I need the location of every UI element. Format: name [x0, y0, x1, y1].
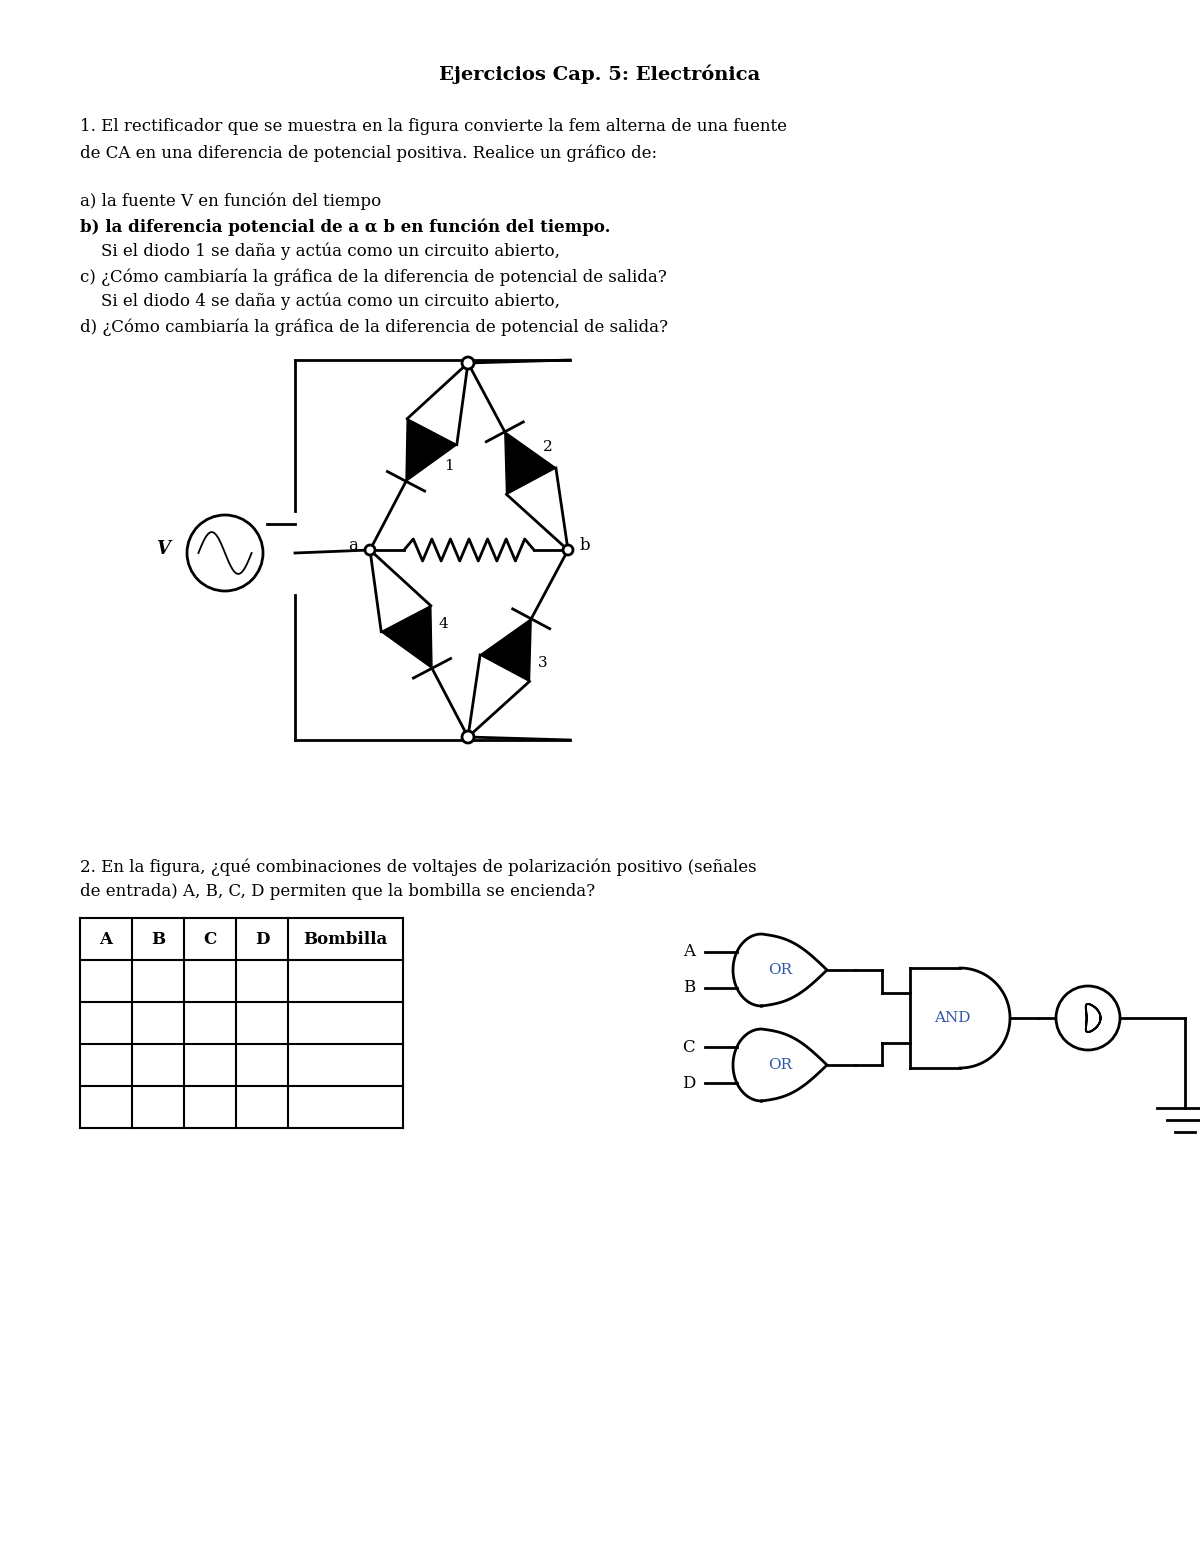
- Text: C: C: [203, 930, 217, 947]
- Polygon shape: [382, 606, 432, 668]
- Circle shape: [563, 545, 574, 554]
- Text: A: A: [100, 930, 113, 947]
- Text: a) la fuente V en función del tiempo: a) la fuente V en función del tiempo: [80, 193, 382, 211]
- Polygon shape: [733, 933, 827, 1006]
- Text: 1: 1: [444, 458, 454, 472]
- Text: 3: 3: [538, 655, 547, 669]
- Text: Ejercicios Cap. 5: Electrónica: Ejercicios Cap. 5: Electrónica: [439, 65, 761, 84]
- Text: B: B: [683, 980, 695, 997]
- Circle shape: [462, 357, 474, 370]
- Text: OR: OR: [768, 963, 792, 977]
- Text: b: b: [580, 537, 590, 554]
- Text: Si el diodo 1 se daña y actúa como un circuito abierto,: Si el diodo 1 se daña y actúa como un ci…: [80, 242, 560, 261]
- Circle shape: [462, 731, 474, 742]
- Text: D: D: [682, 1075, 695, 1092]
- Text: A: A: [683, 944, 695, 960]
- Circle shape: [1056, 986, 1120, 1050]
- Polygon shape: [960, 968, 1010, 1068]
- Polygon shape: [406, 419, 457, 481]
- Text: 2: 2: [542, 439, 553, 453]
- Text: 4: 4: [439, 617, 449, 631]
- Text: de CA en una diferencia de potencial positiva. Realice un gráfico de:: de CA en una diferencia de potencial pos…: [80, 144, 658, 163]
- Text: V: V: [156, 540, 170, 558]
- Text: de entrada) A, B, C, D permiten que la bombilla se encienda?: de entrada) A, B, C, D permiten que la b…: [80, 884, 595, 901]
- Text: d) ¿Cómo cambiaría la gráfica de la diferencia de potencial de salida?: d) ¿Cómo cambiaría la gráfica de la dife…: [80, 318, 668, 335]
- Polygon shape: [480, 618, 532, 682]
- Circle shape: [365, 545, 374, 554]
- Polygon shape: [733, 1030, 827, 1101]
- Text: 1. El rectificador que se muestra en la figura convierte la fem alterna de una f: 1. El rectificador que se muestra en la …: [80, 118, 787, 135]
- Text: a: a: [348, 537, 358, 554]
- Text: OR: OR: [768, 1058, 792, 1072]
- Text: c) ¿Cómo cambiaría la gráfica de la diferencia de potencial de salida?: c) ¿Cómo cambiaría la gráfica de la dife…: [80, 269, 667, 286]
- Polygon shape: [505, 432, 556, 494]
- Text: Si el diodo 4 se daña y actúa como un circuito abierto,: Si el diodo 4 se daña y actúa como un ci…: [80, 294, 560, 311]
- Text: B: B: [151, 930, 166, 947]
- Text: b) la diferencia potencial de a α b en función del tiempo.: b) la diferencia potencial de a α b en f…: [80, 217, 611, 236]
- Text: AND: AND: [934, 1011, 971, 1025]
- Text: C: C: [683, 1039, 695, 1056]
- Text: 2. En la figura, ¿qué combinaciones de voltajes de polarización positivo (señale: 2. En la figura, ¿qué combinaciones de v…: [80, 857, 757, 876]
- Text: D: D: [254, 930, 269, 947]
- Text: Bombilla: Bombilla: [304, 930, 388, 947]
